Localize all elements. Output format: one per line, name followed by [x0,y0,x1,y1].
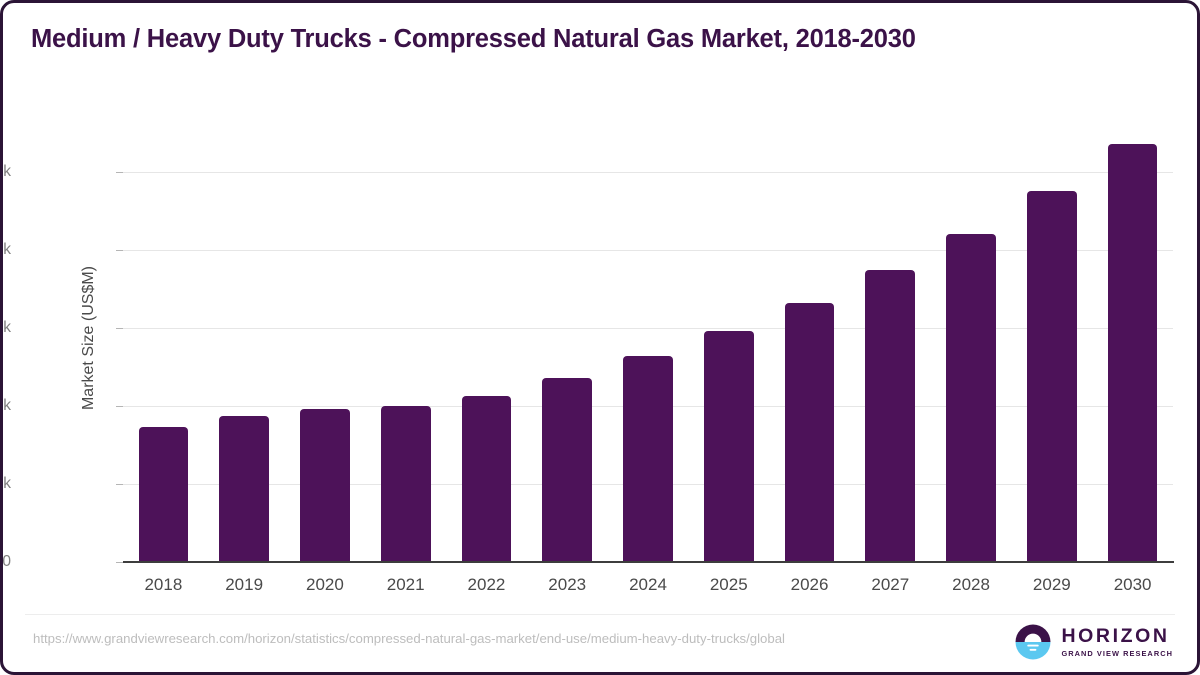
brand-wordmark: HORIZON [1061,625,1170,648]
x-axis-tick-label: 2029 [1032,575,1071,594]
page-title: Medium / Heavy Duty Trucks - Compressed … [31,25,916,53]
y-axis-tick-label: 20k [3,474,11,492]
bar[interactable] [542,378,593,562]
bar[interactable] [380,406,431,562]
x-axis-tick-label: 2024 [629,575,667,594]
x-axis-tick-label: 2026 [790,575,829,594]
x-axis-tick-label: 2030 [1113,575,1152,594]
gridline [123,171,1173,173]
x-axis-tick-label: 2019 [225,575,264,594]
y-axis-tick-label: 60k [3,318,11,336]
y-axis-tick-mark [116,171,123,173]
x-axis-line [123,561,1174,563]
bar[interactable] [1027,191,1077,562]
bar[interactable] [138,426,189,562]
bar[interactable] [219,415,269,562]
x-axis-tick-label: 2028 [952,575,990,594]
gridline [123,327,1173,329]
bar[interactable] [300,408,350,562]
bar[interactable] [946,234,996,562]
x-axis-tick-label: 2027 [871,575,910,594]
x-axis-tick-label: 2018 [144,575,183,594]
y-axis-tick-mark [116,483,123,485]
x-axis-tick-label: 2020 [306,575,344,594]
y-axis-title: Market Size (US$M) [80,265,97,410]
x-axis-tick-label: 2025 [709,575,748,594]
x-axis-tick-label: 2022 [467,575,506,594]
x-axis-tick-label: 2023 [548,575,587,594]
bar[interactable] [1107,144,1158,562]
bar[interactable] [703,330,754,562]
y-axis-tick-label: 0 [2,553,11,570]
plot-area: Market Size (US$M) [80,113,1173,563]
brand-tagline: GRAND VIEW RESEARCH [1061,648,1173,658]
bar[interactable] [623,355,673,562]
brand-logo: HORIZON GRAND VIEW RESEARCH [1014,623,1173,661]
brand-logo-text: HORIZON GRAND VIEW RESEARCH [1061,627,1173,657]
bar[interactable] [865,269,916,562]
x-axis-tick-label: 2021 [386,575,425,594]
footer-divider [25,614,1175,615]
y-axis-tick-mark [116,562,123,563]
y-axis-tick-mark [116,249,123,251]
gridline [123,249,1173,251]
bar[interactable] [461,396,512,562]
y-axis-tick-label: 40k [3,396,11,414]
bar[interactable] [784,303,835,562]
y-axis-tick-label: 100k [3,162,11,180]
y-axis-tick-mark [116,405,123,407]
horizon-logo-icon [1015,624,1051,660]
y-axis-tick-mark [116,327,123,329]
y-axis-tick-label: 80k [3,240,11,258]
source-url[interactable]: https://www.grandviewresearch.com/horizo… [33,631,785,646]
